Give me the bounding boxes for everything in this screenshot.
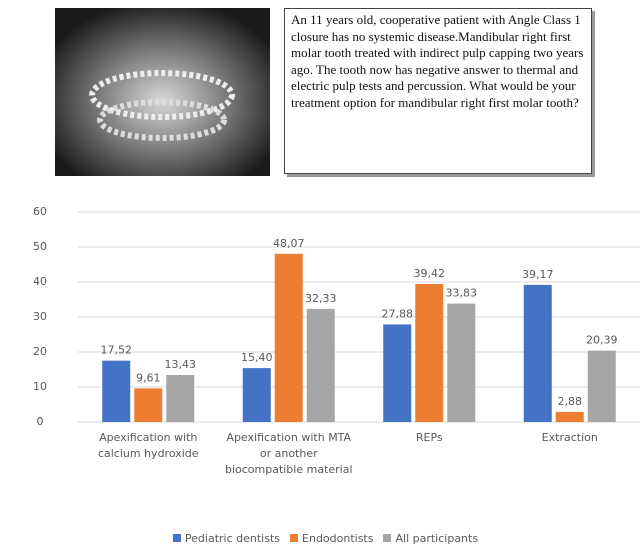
xray-teeth <box>97 99 227 141</box>
value-label: 13,43 <box>165 358 197 371</box>
legend-label: Pediatric dentists <box>184 532 281 545</box>
xray-teeth <box>89 70 235 120</box>
bar <box>555 411 584 422</box>
bar <box>415 284 444 422</box>
bar <box>274 253 303 422</box>
legend-swatch <box>383 534 392 542</box>
value-label: 33,83 <box>446 287 478 300</box>
value-label: 39,42 <box>414 267 446 280</box>
y-tick-label: 60 <box>33 205 47 218</box>
y-tick-label: 30 <box>33 310 47 323</box>
x-tick-label: Apexification with calcium hydroxide <box>97 431 199 460</box>
bar <box>306 308 335 422</box>
bar <box>447 303 476 422</box>
x-tick-label: Extraction <box>541 431 598 444</box>
bar <box>523 284 552 422</box>
bar <box>134 388 163 422</box>
y-tick-label: 10 <box>33 380 47 393</box>
value-label: 32,33 <box>305 292 337 305</box>
value-label: 9,61 <box>136 371 161 384</box>
x-tick-label: REPs <box>415 431 443 444</box>
y-tick-label: 20 <box>33 345 47 358</box>
value-label: 48,07 <box>273 237 305 250</box>
legend-swatch <box>290 534 299 542</box>
legend-swatch <box>172 534 181 542</box>
value-label: 39,17 <box>522 268 554 281</box>
y-tick-label: 0 <box>37 415 44 428</box>
value-label: 17,52 <box>101 344 133 357</box>
bar <box>102 360 131 422</box>
y-tick-label: 40 <box>33 275 47 288</box>
value-label: 2,88 <box>558 395 583 408</box>
bar <box>383 324 412 422</box>
legend-label: Endodontists <box>302 532 374 545</box>
y-tick-label: 50 <box>33 240 47 253</box>
bar <box>242 368 271 422</box>
x-tick-label: Apexification with MTA or another biocom… <box>224 431 353 476</box>
value-label: 27,88 <box>382 307 414 320</box>
bar <box>587 350 616 422</box>
value-label: 15,40 <box>241 351 273 364</box>
xray-image <box>55 8 270 176</box>
legend-label: All participants <box>395 532 479 545</box>
legend: Pediatric dentists Endodontists All partic… <box>0 532 641 545</box>
case-text: An 11 years old, cooperative patient wit… <box>284 8 592 174</box>
bar <box>166 374 195 422</box>
value-label: 20,39 <box>586 334 618 347</box>
